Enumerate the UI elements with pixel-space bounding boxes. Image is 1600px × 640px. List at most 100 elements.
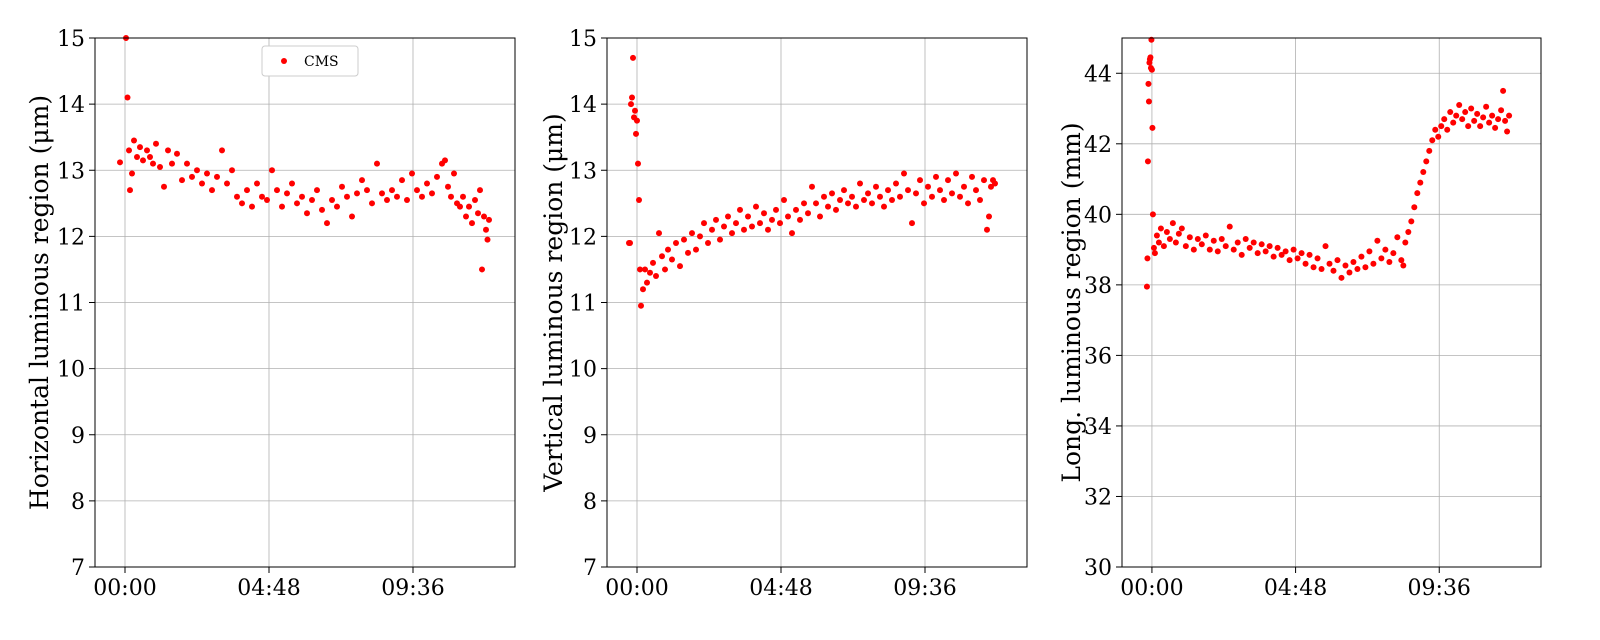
data-point (981, 177, 987, 184)
data-point (777, 220, 783, 227)
data-point (1459, 116, 1466, 123)
y-tick-label: 9 (583, 424, 597, 449)
data-point (1250, 239, 1257, 246)
data-point (414, 187, 420, 194)
x-tick-label: 04:48 (749, 576, 812, 601)
data-point (1405, 228, 1412, 235)
data-point (921, 200, 927, 207)
x-tick-label: 09:36 (381, 576, 444, 601)
x-tick-label: 04:48 (237, 576, 300, 601)
data-point (1226, 223, 1233, 230)
data-point (1471, 117, 1478, 124)
data-point (636, 197, 642, 204)
data-point (945, 177, 951, 184)
data-point (693, 246, 699, 253)
data-point (953, 170, 959, 177)
data-point (986, 213, 992, 220)
data-point (153, 140, 159, 147)
data-point (813, 200, 819, 207)
data-point (637, 266, 643, 273)
data-point (677, 263, 683, 270)
data-point (1258, 241, 1265, 248)
data-point (229, 167, 235, 174)
data-point (717, 236, 723, 243)
y-tick-label: 10 (57, 358, 85, 383)
data-point (279, 203, 285, 210)
data-point (127, 187, 133, 194)
data-point (1402, 239, 1409, 246)
data-point (1411, 204, 1418, 211)
data-point (1230, 246, 1237, 253)
y-tick-label: 12 (57, 225, 85, 250)
data-point (124, 94, 131, 101)
data-point (457, 203, 463, 210)
data-point (984, 226, 990, 233)
data-point (1210, 237, 1217, 244)
data-point (1186, 234, 1193, 241)
data-point (239, 200, 245, 207)
data-point (1456, 102, 1463, 109)
data-point (1326, 260, 1333, 267)
data-point (424, 180, 430, 187)
data-point (1498, 107, 1505, 114)
data-point (1447, 109, 1454, 116)
data-point (219, 147, 225, 154)
data-point (640, 286, 646, 293)
data-point (949, 190, 955, 197)
data-point (713, 216, 719, 223)
data-point (1334, 257, 1341, 264)
data-point (653, 273, 659, 280)
data-point (821, 193, 827, 200)
data-point (184, 160, 190, 167)
data-point (354, 190, 360, 197)
data-point (1147, 54, 1154, 61)
data-point (1149, 124, 1156, 131)
data-point (837, 197, 843, 204)
data-point (973, 187, 979, 194)
data-point (793, 206, 799, 213)
data-point (1266, 243, 1273, 250)
data-point (969, 173, 975, 180)
data-point (628, 101, 634, 108)
data-point (1246, 244, 1253, 251)
data-point (249, 203, 255, 210)
data-point (1462, 109, 1469, 116)
data-point (451, 170, 457, 177)
data-point (1254, 250, 1261, 257)
data-point (1342, 262, 1349, 269)
data-point (1502, 117, 1509, 124)
y-tick-label: 38 (1084, 274, 1112, 299)
data-point (1378, 255, 1385, 262)
legend-box (261, 45, 359, 77)
data-point (689, 230, 695, 237)
data-point (897, 193, 903, 200)
data-point (448, 193, 454, 200)
data-point (1290, 246, 1297, 253)
data-point (1417, 179, 1424, 186)
data-point (656, 230, 662, 237)
y-tick-label: 44 (1084, 62, 1112, 87)
data-point (1206, 246, 1213, 253)
data-point (284, 190, 290, 197)
legend: CMS (261, 45, 359, 77)
data-point (429, 190, 435, 197)
data-point (324, 220, 330, 227)
data-point (486, 216, 492, 223)
data-point (1495, 116, 1502, 123)
data-point (469, 220, 475, 227)
data-point (925, 183, 931, 190)
data-point (761, 210, 767, 217)
legend-label: CMS (304, 54, 339, 70)
y-tick-label: 12 (569, 225, 597, 250)
data-point (1465, 123, 1472, 130)
data-point (1294, 255, 1301, 262)
data-point (685, 249, 691, 256)
y-tick-label: 13 (569, 159, 597, 184)
data-point (419, 193, 425, 200)
data-point (833, 206, 839, 213)
data-point (957, 193, 963, 200)
data-point (1163, 228, 1170, 235)
data-point (369, 200, 375, 207)
data-point (1214, 248, 1221, 255)
data-point (404, 197, 410, 204)
